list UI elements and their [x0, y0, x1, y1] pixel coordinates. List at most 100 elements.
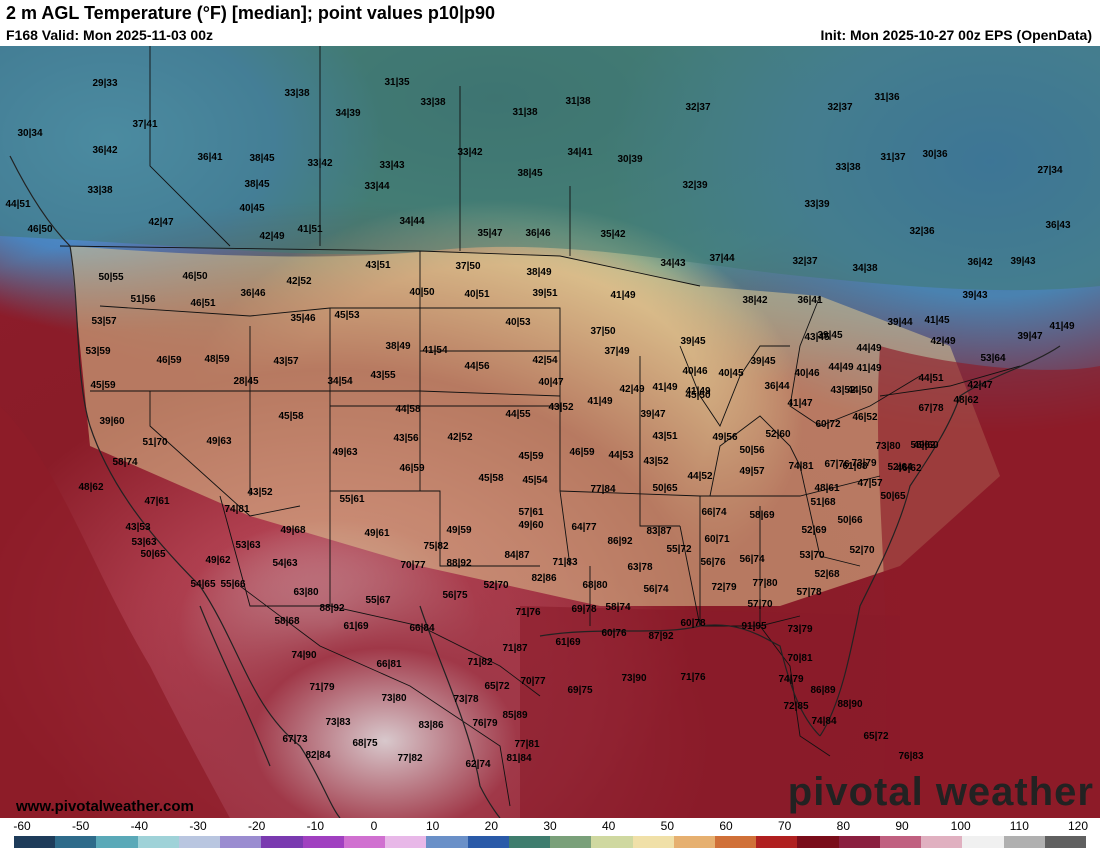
point-value-label: 45|58 — [278, 411, 303, 422]
coastlines — [9, 155, 1061, 818]
canada-cool-band — [0, 46, 1100, 291]
point-value-label: 43|52 — [247, 487, 272, 498]
point-value-label: 50|65 — [140, 549, 165, 560]
point-value-label: 39|45 — [680, 336, 705, 347]
colorbar-tick-label: 50 — [660, 819, 675, 833]
point-value-label: 88|92 — [446, 558, 471, 569]
colorbar-swatch — [1003, 836, 1045, 848]
colorbar-tick-label: 10 — [425, 819, 440, 833]
colorbar-tick-label: 30 — [543, 819, 557, 833]
colorbar-swatch — [426, 836, 468, 848]
point-value-label: 35|46 — [290, 313, 315, 324]
point-value-label: 62|74 — [465, 759, 490, 770]
point-value-label: 82|86 — [531, 573, 556, 584]
point-value-label: 42|49 — [930, 336, 955, 347]
point-value-label: 41|54 — [422, 345, 447, 356]
point-value-label: 36|44 — [764, 381, 789, 392]
point-value-label: 52|64 — [887, 462, 912, 473]
colorbar-tick-label: -40 — [130, 819, 148, 833]
colorbar-swatch — [838, 836, 880, 848]
point-value-label: 65|72 — [484, 681, 509, 692]
point-value-label: 46|59 — [156, 355, 181, 366]
point-value-label: 67|78 — [918, 403, 943, 414]
point-value-label: 53|63 — [235, 540, 260, 551]
colorbar-tick-label: -60 — [13, 819, 31, 833]
colorbar-swatch — [673, 836, 715, 848]
colorbar-tick-label: -20 — [247, 819, 266, 833]
point-value-label: 58|69 — [749, 510, 774, 521]
point-value-label: 46|62 — [896, 463, 921, 474]
point-value-label: 36|42 — [92, 145, 117, 156]
point-value-label: 32|37 — [792, 256, 817, 267]
point-value-label: 44|51 — [5, 199, 30, 210]
point-value-label: 33|38 — [284, 88, 309, 99]
point-value-label: 77|82 — [397, 753, 422, 764]
point-value-label: 36|46 — [240, 288, 265, 299]
point-value-label: 36|41 — [797, 295, 822, 306]
point-value-label: 49|63 — [206, 436, 231, 447]
point-value-label: 45|59 — [518, 451, 543, 462]
point-value-label: 33|44 — [364, 181, 389, 192]
point-value-label: 33|42 — [307, 158, 332, 169]
point-value-label: 33|42 — [457, 147, 482, 158]
point-value-label: 34|54 — [327, 376, 352, 387]
point-value-label: 81|84 — [506, 753, 531, 764]
point-value-label: 60|76 — [601, 628, 626, 639]
point-value-label: 50|65 — [880, 491, 905, 502]
point-value-label: 69|75 — [567, 685, 592, 696]
point-value-label: 41|49 — [856, 363, 881, 374]
point-value-label: 40|53 — [505, 317, 530, 328]
point-value-label: 39|45 — [750, 356, 775, 367]
point-value-label: 53|59 — [85, 346, 110, 357]
point-value-label: 52|69 — [801, 525, 826, 536]
colorbar-swatch — [14, 836, 56, 848]
colorbar-swatch — [178, 836, 221, 848]
point-value-label: 53|63 — [131, 537, 156, 548]
point-value-label: 67|73 — [282, 734, 307, 745]
point-value-label: 34|44 — [399, 216, 424, 227]
point-value-label: 40|45 — [239, 203, 264, 214]
point-value-label: 38|45 — [249, 153, 274, 164]
point-value-label: 27|34 — [1037, 165, 1062, 176]
map-canvas: 29|33 30|34 37|41 36|42 33|38 44|51 46|50 42|47… — [0, 46, 1100, 818]
point-value-label: 47|61 — [144, 496, 169, 507]
point-value-label: 43|56 — [393, 433, 418, 444]
point-value-label: 43|51 — [365, 260, 390, 271]
colorbar-tick-label: 70 — [777, 819, 792, 833]
point-value-label: 64|77 — [571, 522, 596, 533]
point-value-label: 54|65 — [190, 579, 215, 590]
point-value-label: 88|92 — [319, 603, 344, 614]
point-value-label: 76|83 — [898, 751, 923, 762]
point-value-label: 43|51 — [652, 431, 677, 442]
point-value-label: 61|69 — [343, 621, 368, 632]
point-value-label: 37|50 — [590, 326, 615, 337]
point-value-label: 45|53 — [334, 310, 359, 321]
point-value-label: 30|36 — [922, 149, 947, 160]
point-value-label: 34|39 — [335, 108, 360, 119]
point-value-label: 44|49 — [856, 343, 881, 354]
point-value-label: 42|47 — [148, 217, 173, 228]
point-value-label: 56|74 — [643, 584, 668, 595]
point-value-label: 68|75 — [352, 738, 377, 749]
point-values-layer: 29|33 30|34 37|41 36|42 33|38 44|51 46|50 42|47… — [5, 77, 1074, 770]
point-value-label: 52|70 — [483, 580, 508, 591]
point-value-label: 41|49 — [1049, 321, 1074, 332]
temperature-colorbar: -60 -50 -40 -30 -20 -10 0 10 20 30 40 50 60 70 80 90 100… — [0, 818, 1100, 850]
point-value-label: 29|33 — [92, 78, 117, 89]
colorbar-swatch — [921, 836, 963, 848]
point-value-label: 48|61 — [814, 483, 839, 494]
map-title: 2 m AGL Temperature (°F) [median]; point… — [6, 3, 495, 23]
point-value-label: 31|37 — [880, 152, 905, 163]
point-value-label: 37|44 — [709, 253, 734, 264]
point-value-label: 55|72 — [666, 544, 691, 555]
point-value-label: 31|36 — [874, 92, 899, 103]
colorbar-tick-label: 80 — [836, 819, 851, 833]
colorbar-swatch — [302, 836, 344, 848]
point-value-label: 43|52 — [548, 402, 573, 413]
point-value-label: 43|53 — [125, 522, 150, 533]
point-value-label: 76|79 — [472, 718, 497, 729]
colorbar-swatch — [55, 836, 97, 848]
point-value-label: 39|51 — [532, 288, 557, 299]
point-value-label: 49|60 — [913, 440, 938, 451]
point-value-label: 54|63 — [272, 558, 297, 569]
